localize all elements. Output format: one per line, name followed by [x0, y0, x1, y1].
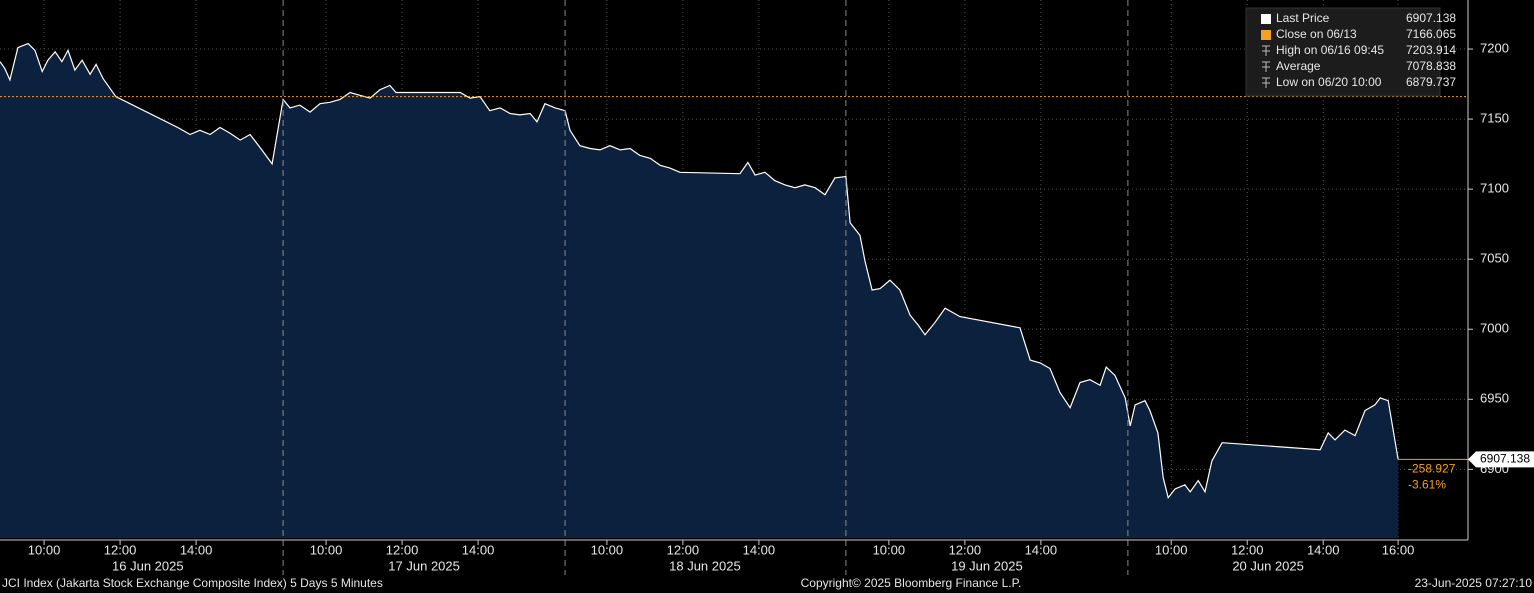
day-label: 17 Jun 2025: [388, 558, 460, 573]
x-tick-label: 10:00: [873, 542, 906, 557]
legend-value: 7078.838: [1406, 59, 1456, 73]
x-tick-label: 12:00: [667, 542, 700, 557]
line: [0, 42, 1399, 500]
x-tick-label: 10:00: [28, 542, 61, 557]
legend-value: 6907.138: [1406, 11, 1456, 25]
x-tick-label: 10:00: [310, 542, 343, 557]
x-tick-label: 12:00: [949, 542, 982, 557]
day-label: 18 Jun 2025: [669, 558, 741, 573]
legend-label: Close on 06/13: [1276, 27, 1357, 41]
x-tick-label: 12:00: [104, 542, 137, 557]
copyright: Copyright© 2025 Bloomberg Finance L.P.: [801, 576, 1022, 590]
legend-label: Average: [1276, 59, 1321, 73]
timestamp: 23-Jun-2025 07:27:10: [1415, 576, 1533, 590]
legend-box: [1245, 7, 1441, 97]
legend-label: Last Price: [1276, 11, 1330, 25]
legend-value: 6879.737: [1406, 75, 1456, 89]
legend-label: Low on 06/20 10:00: [1276, 75, 1382, 89]
legend-value: 7203.914: [1406, 43, 1456, 57]
x-tick-label: 14:00: [743, 542, 776, 557]
x-tick-label: 14:00: [1025, 542, 1058, 557]
day-label: 19 Jun 2025: [951, 558, 1023, 573]
y-tick-label: 7050: [1480, 251, 1509, 266]
day-label: 20 Jun 2025: [1232, 558, 1304, 573]
day-label: 16 Jun 2025: [112, 558, 184, 573]
area: [0, 43, 1399, 538]
legend-icon: [1262, 77, 1270, 88]
y-tick-label: 7150: [1480, 111, 1509, 126]
last-price-tag: [1468, 451, 1534, 468]
legend-swatch: [1261, 30, 1271, 40]
change-label: -258.927: [1408, 462, 1456, 476]
legend-icon: [1262, 45, 1270, 56]
legend-swatch: [1261, 14, 1271, 24]
legend-icon: [1262, 61, 1270, 72]
y-tick-label: 7200: [1480, 40, 1509, 55]
chart-title: JCI Index (Jakarta Stock Exchange Compos…: [2, 576, 383, 590]
x-tick-label: 14:00: [462, 542, 495, 557]
legend-value: 7166.065: [1406, 27, 1456, 41]
x-tick-label: 12:00: [1231, 542, 1264, 557]
x-tick-label: 10:00: [1155, 542, 1188, 557]
x-tick-label: 14:00: [1307, 542, 1340, 557]
x-tick-label: 14:00: [180, 542, 213, 557]
y-tick-label: 6950: [1480, 391, 1509, 406]
x-tick-label: 10:00: [591, 542, 624, 557]
y-tick-label: 7100: [1480, 181, 1509, 196]
legend-label: High on 06/16 09:45: [1276, 43, 1384, 57]
last-price-label: 6907.138: [1480, 452, 1530, 466]
x-tick-label: 16:00: [1382, 542, 1415, 557]
x-tick-label: 12:00: [386, 542, 419, 557]
change-pct-label: -3.61%: [1408, 478, 1446, 492]
y-tick-label: 7000: [1480, 321, 1509, 336]
